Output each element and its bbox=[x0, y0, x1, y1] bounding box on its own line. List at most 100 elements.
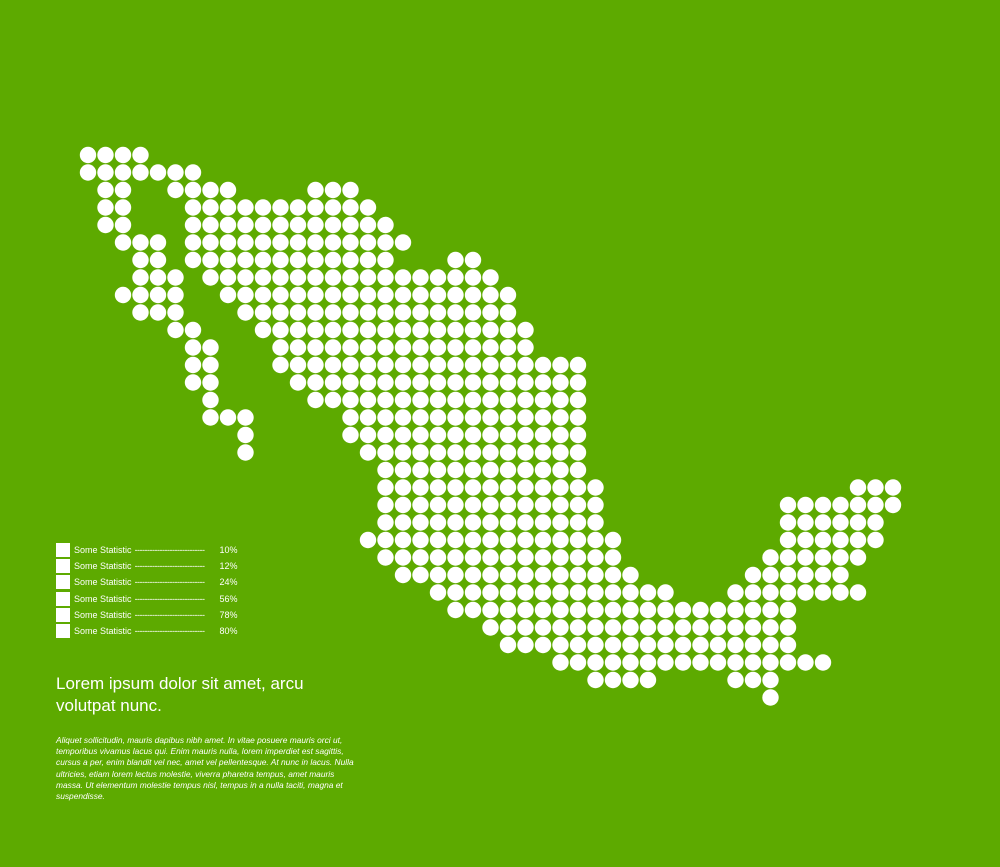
map-dot bbox=[692, 619, 709, 636]
map-dot bbox=[464, 304, 482, 321]
map-dot bbox=[307, 181, 324, 199]
map-dot bbox=[412, 444, 429, 461]
map-dot bbox=[254, 216, 272, 234]
map-dot bbox=[429, 514, 447, 531]
map-dot bbox=[429, 549, 447, 566]
map-dot bbox=[289, 321, 307, 339]
map-dot bbox=[254, 251, 272, 269]
map-dot bbox=[184, 321, 202, 339]
map-dot bbox=[447, 496, 464, 514]
map-dot bbox=[412, 339, 429, 356]
map-dot bbox=[202, 339, 219, 356]
map-dot bbox=[569, 461, 587, 479]
map-dot bbox=[202, 409, 219, 426]
legend-leader: ---------------------------- bbox=[134, 561, 205, 572]
map-dot bbox=[464, 409, 482, 426]
map-dot bbox=[202, 251, 219, 269]
map-dot bbox=[359, 286, 377, 304]
map-dot bbox=[447, 531, 464, 549]
legend-value: 56% bbox=[219, 593, 238, 604]
map-dot bbox=[482, 619, 499, 636]
map-dot bbox=[359, 374, 377, 391]
map-dot bbox=[394, 409, 412, 426]
map-dot bbox=[797, 584, 814, 601]
map-dot bbox=[499, 619, 517, 636]
map-dot bbox=[779, 619, 797, 636]
map-dot bbox=[377, 286, 394, 304]
map-dot bbox=[429, 391, 447, 409]
map-dot bbox=[447, 409, 464, 426]
map-dot bbox=[167, 304, 184, 321]
map-dot bbox=[254, 199, 272, 216]
map-dot bbox=[219, 286, 237, 304]
legend-label: Some Statistic bbox=[74, 609, 132, 620]
legend-swatch bbox=[56, 591, 70, 606]
map-dot bbox=[219, 269, 237, 286]
legend-swatch bbox=[56, 575, 70, 590]
map-dot bbox=[534, 531, 552, 549]
map-dot bbox=[604, 671, 622, 689]
map-dot bbox=[569, 479, 587, 496]
map-dot bbox=[464, 461, 482, 479]
map-dot bbox=[289, 234, 307, 251]
map-dot bbox=[394, 356, 412, 374]
map-dot bbox=[744, 636, 762, 654]
map-dot bbox=[482, 514, 499, 531]
map-dot bbox=[114, 164, 132, 181]
map-dot bbox=[674, 654, 692, 671]
map-dot bbox=[762, 689, 779, 706]
map-dot bbox=[184, 199, 202, 216]
map-dot bbox=[499, 636, 517, 654]
legend-label: Some Statistic bbox=[74, 593, 132, 604]
map-dot bbox=[884, 479, 902, 496]
map-dot bbox=[307, 234, 324, 251]
map-dot bbox=[394, 531, 412, 549]
map-dot bbox=[412, 286, 429, 304]
map-dot bbox=[114, 181, 132, 199]
map-dot bbox=[482, 584, 499, 601]
map-dot bbox=[534, 391, 552, 409]
map-dot bbox=[359, 531, 377, 549]
map-dot bbox=[359, 304, 377, 321]
map-dot bbox=[377, 251, 394, 269]
map-dot bbox=[499, 496, 517, 514]
map-dot bbox=[412, 269, 429, 286]
map-dot bbox=[587, 636, 604, 654]
map-dot bbox=[324, 199, 342, 216]
map-dot bbox=[394, 304, 412, 321]
map-dot bbox=[622, 671, 639, 689]
map-dot bbox=[447, 514, 464, 531]
map-dot bbox=[447, 391, 464, 409]
map-dot bbox=[237, 199, 254, 216]
map-dot bbox=[709, 601, 727, 619]
map-dot bbox=[552, 584, 569, 601]
map-dot bbox=[569, 566, 587, 584]
legend-item: Some Statistic -------------------------… bbox=[56, 542, 296, 558]
map-dot bbox=[447, 444, 464, 461]
map-dot bbox=[499, 426, 517, 444]
map-dot bbox=[552, 391, 569, 409]
map-dot bbox=[569, 426, 587, 444]
map-dot bbox=[342, 304, 359, 321]
map-dot bbox=[517, 514, 534, 531]
map-dot bbox=[184, 164, 202, 181]
map-dot bbox=[307, 374, 324, 391]
map-dot bbox=[464, 286, 482, 304]
map-dot bbox=[464, 549, 482, 566]
map-dot bbox=[849, 514, 867, 531]
map-dot bbox=[639, 619, 657, 636]
map-dot bbox=[412, 531, 429, 549]
map-dot bbox=[254, 286, 272, 304]
map-dot bbox=[429, 444, 447, 461]
map-dot bbox=[534, 619, 552, 636]
map-dot bbox=[779, 514, 797, 531]
map-dot bbox=[849, 584, 867, 601]
map-dot bbox=[184, 374, 202, 391]
map-dot bbox=[237, 251, 254, 269]
map-dot bbox=[359, 426, 377, 444]
map-dot bbox=[342, 234, 359, 251]
map-dot bbox=[412, 391, 429, 409]
map-dot bbox=[237, 426, 254, 444]
map-dot bbox=[447, 304, 464, 321]
map-dot bbox=[429, 479, 447, 496]
